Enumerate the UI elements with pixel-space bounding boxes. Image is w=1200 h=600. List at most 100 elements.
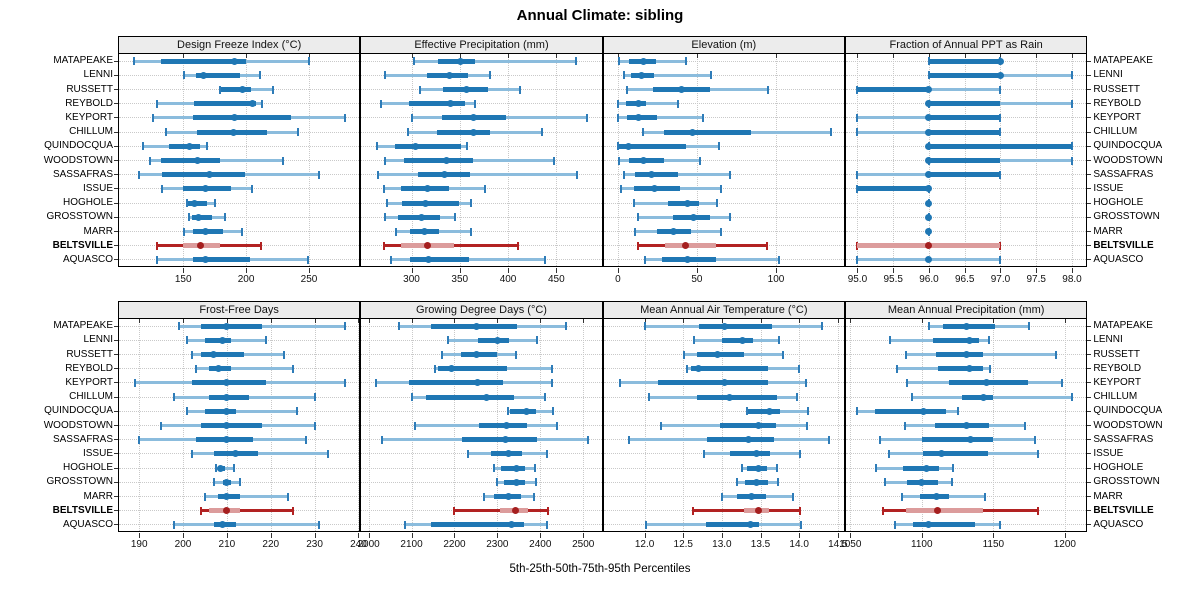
site-label-right: MARR — [1093, 225, 1123, 237]
whisker-cap — [466, 449, 469, 458]
whisker-cap — [376, 170, 379, 179]
gridline-h — [603, 188, 844, 190]
row-tick-left — [114, 439, 118, 441]
site-label-left: HOGHOLE — [62, 462, 113, 474]
median-dot — [206, 171, 214, 179]
whisker-cap — [375, 378, 378, 387]
panel-effective-precipitation-mm: Effective Precipitation (mm) 300 350 400 450 — [360, 36, 603, 291]
median-dot — [739, 336, 747, 344]
whisker-cap — [470, 199, 473, 208]
row-tick-left — [114, 103, 118, 105]
whisker-cap — [927, 322, 930, 331]
whisker-cap — [410, 393, 413, 402]
gridline-h — [603, 145, 844, 147]
axis-tick-bottom — [964, 268, 966, 273]
median-dot — [753, 478, 761, 486]
row-tick-left — [114, 396, 118, 398]
whisker-cap — [384, 213, 387, 222]
median-dot — [190, 199, 198, 207]
site-label-right: GROSSTOWN — [1093, 211, 1160, 223]
whisker-cap — [1023, 421, 1026, 430]
gridline-h — [603, 60, 844, 62]
axis-tick-bottom — [857, 268, 859, 273]
whisker-cap — [775, 464, 778, 473]
whisker-cap — [900, 492, 903, 501]
whisker-cap — [586, 113, 589, 122]
axis-tick-label: 200 — [237, 274, 255, 285]
panel-strip: Elevation (m) — [602, 36, 845, 54]
axis-tick-label: 2000 — [357, 539, 380, 550]
median-dot — [918, 478, 926, 486]
iqr-bar — [874, 408, 947, 414]
whisker-cap — [745, 407, 748, 416]
median-dot — [925, 228, 933, 235]
site-label-right: GROSSTOWN — [1093, 476, 1160, 488]
iqr-bar — [204, 337, 232, 343]
whisker-cap — [875, 464, 878, 473]
site-label-right: MATAPEAKE — [1093, 55, 1153, 67]
median-dot — [505, 493, 513, 500]
whisker-cap — [223, 213, 226, 222]
axis-tick-label: 100 — [767, 274, 785, 285]
axis-tick-top — [644, 319, 646, 323]
iqr-bar — [200, 323, 262, 329]
gridline-h — [119, 202, 360, 204]
whisker-cap — [375, 142, 378, 151]
iqr-bar — [665, 243, 716, 249]
axis-tick-label: 230 — [306, 539, 323, 550]
axis-tick-label: 2200 — [443, 539, 466, 550]
axis-tick-top — [837, 319, 839, 323]
row-tick-right — [1087, 188, 1092, 190]
whisker-cap — [618, 378, 621, 387]
whisker-cap — [903, 421, 906, 430]
axis-tick-label: 95.0 — [847, 274, 868, 285]
whisker-cap — [778, 255, 781, 264]
whisker-cap — [483, 492, 486, 501]
row-tick-left — [114, 496, 118, 497]
row-tick-right — [1087, 131, 1092, 133]
panel-growing-degree-days-c: Growing Degree Days (°C) 2000 2100 2200 2300… — [357, 301, 603, 556]
whisker-cap — [956, 407, 959, 416]
whisker-cap — [634, 227, 637, 236]
axis-tick-label: 300 — [403, 274, 420, 285]
whisker-cap — [515, 350, 518, 359]
whisker-cap — [258, 71, 261, 80]
whisker-cap — [729, 213, 732, 222]
gridline-h — [603, 481, 844, 483]
axis-tick-bottom — [1072, 268, 1073, 273]
median-dot — [925, 256, 933, 264]
median-dot — [925, 213, 933, 221]
iqr-bar — [690, 366, 769, 372]
row-tick-right — [1087, 481, 1092, 483]
median-dot — [766, 407, 774, 415]
axis-tick-label: 400 — [499, 274, 517, 285]
iqr-bar — [436, 129, 490, 135]
median-dot — [647, 171, 655, 179]
site-label-left: QUINDOCQUA — [44, 405, 113, 417]
row-tick-left — [114, 410, 118, 412]
whisker-cap — [999, 170, 1002, 179]
median-dot — [934, 507, 942, 515]
whisker-cap — [765, 241, 768, 250]
row-tick-left — [114, 481, 118, 483]
axis-tick-top — [683, 319, 685, 323]
row-tick-right — [1087, 425, 1092, 426]
site-label-left: LENNI — [83, 334, 113, 346]
whisker-cap — [684, 57, 687, 66]
axis-tick-bottom — [721, 533, 723, 538]
whisker-cap — [1060, 378, 1063, 387]
iqr-bar — [697, 394, 777, 400]
whisker-cap — [466, 142, 469, 151]
site-label-right: SASSAFRAS — [1093, 168, 1154, 180]
axis-tick-bottom — [246, 268, 248, 273]
whisker-cap — [800, 520, 803, 529]
median-dot — [650, 185, 658, 193]
median-dot — [231, 114, 239, 122]
median-dot — [669, 228, 677, 235]
median-dot — [925, 157, 933, 164]
row-tick-right — [1087, 160, 1092, 161]
site-label-right: LENNI — [1093, 69, 1123, 81]
row-tick-right — [1087, 231, 1092, 232]
site-label-left: WOODSTOWN — [43, 419, 113, 431]
